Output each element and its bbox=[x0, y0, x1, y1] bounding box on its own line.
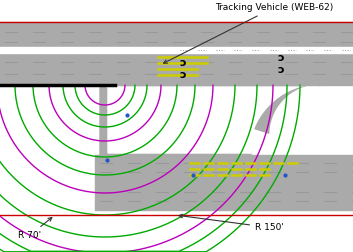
Text: R 70': R 70' bbox=[18, 217, 52, 240]
Text: ↄ: ↄ bbox=[180, 58, 186, 68]
Text: R 150': R 150' bbox=[179, 214, 284, 232]
Text: ↄ: ↄ bbox=[180, 70, 186, 80]
Text: ↄ: ↄ bbox=[278, 53, 284, 63]
Text: ↄ: ↄ bbox=[278, 65, 284, 75]
Polygon shape bbox=[108, 83, 320, 153]
Text: Tracking Vehicle (WEB-62): Tracking Vehicle (WEB-62) bbox=[163, 3, 333, 63]
Polygon shape bbox=[100, 85, 320, 155]
